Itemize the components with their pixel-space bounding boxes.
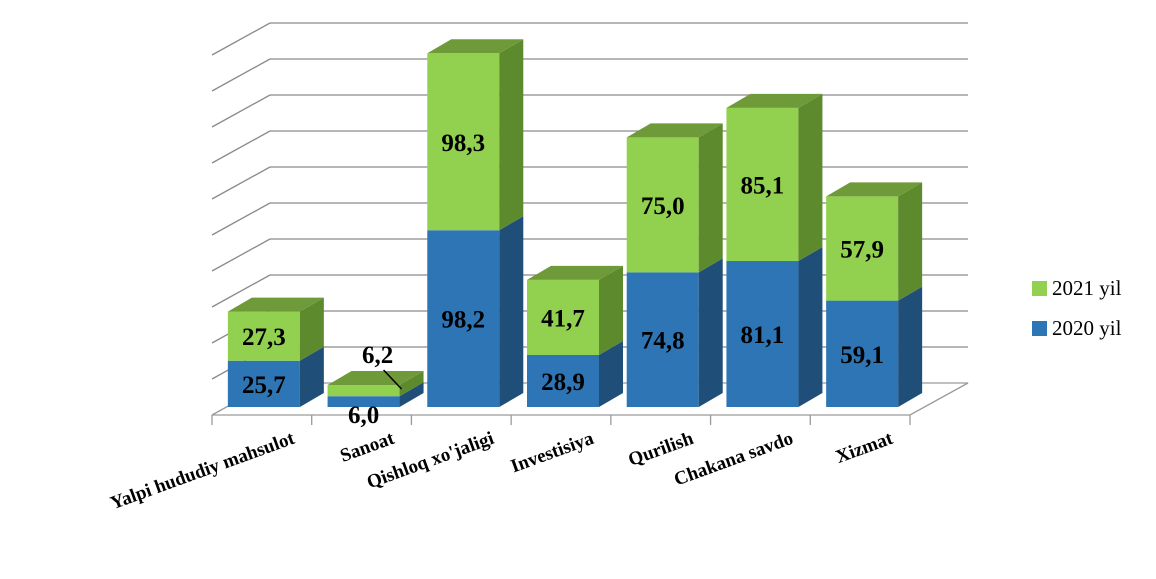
bar-segment-2021: [826, 182, 923, 301]
bar-segment-2020: [427, 216, 524, 407]
bar-top: [527, 265, 623, 280]
bar-top: [427, 39, 524, 54]
bar-segment-2020: [527, 340, 623, 407]
data-label: 98,2: [441, 307, 485, 334]
bar-top: [227, 297, 324, 312]
bar-side: [798, 93, 823, 262]
legend-label: 2020 yil: [1052, 316, 1122, 340]
data-label: 28,9: [541, 369, 585, 396]
bar-segment-2021: [227, 297, 324, 361]
data-label: 57,9: [840, 237, 884, 264]
bar-side: [299, 297, 324, 361]
bar-side: [898, 286, 923, 407]
data-label: 25,7: [242, 372, 286, 399]
legend-swatch: [1032, 281, 1047, 296]
gridline-side: [211, 94, 271, 128]
bar-side: [399, 382, 424, 407]
bar-front: [527, 354, 599, 407]
bar-top: [626, 123, 723, 138]
bar-segment-2021: [427, 39, 524, 231]
data-label: 6,0: [348, 402, 379, 429]
bar-segment-2021: [527, 265, 623, 355]
bar-side: [698, 258, 723, 407]
bars: 25,7 27,3 6,0 6,2 98,2 98,3 28,9 41,7 74,8 75,0 81…: [227, 39, 923, 429]
bar-front: [327, 385, 400, 397]
bar-front: [227, 311, 300, 361]
bar-side: [698, 123, 723, 273]
bar-top: [826, 182, 923, 197]
bar-side: [599, 340, 623, 407]
gridline-side: [211, 274, 271, 308]
gridline-side: [211, 130, 271, 164]
legend-swatch: [1032, 321, 1047, 336]
bar-segment-2020: [726, 247, 823, 407]
bar-side: [499, 39, 524, 231]
category-label: Xizmat: [833, 428, 896, 468]
data-label: 81,1: [741, 322, 785, 349]
bar-front: [327, 396, 400, 407]
bar-front: [626, 272, 699, 407]
gridline-side: [211, 202, 271, 236]
bar-side: [499, 216, 524, 407]
category-label: Investisiya: [508, 428, 597, 478]
bar-segment-2021: [626, 123, 723, 273]
bar-front: [427, 230, 500, 407]
data-label: 75,0: [641, 193, 685, 220]
bar-top: [726, 93, 823, 108]
data-label: 74,8: [641, 328, 685, 355]
bar-front: [726, 261, 799, 407]
bar-front: [527, 279, 599, 355]
gridline-side: [211, 22, 271, 56]
gridline-side: [211, 58, 271, 92]
bar-segment-2021: [726, 93, 823, 262]
gridline-side: [211, 166, 271, 200]
category-label: Sanoat: [337, 428, 397, 467]
bar-side: [599, 265, 623, 355]
bar-segment-2020: [826, 286, 923, 407]
bar-front: [726, 107, 799, 262]
bar-front: [427, 53, 500, 231]
leader-line: [383, 369, 403, 390]
bar-side: [798, 247, 823, 407]
data-label: 6,2: [362, 342, 393, 369]
data-label: 98,3: [441, 130, 485, 157]
bar-segment-2021: [327, 371, 424, 397]
bar-segment-2020: [227, 346, 324, 407]
bar-side: [399, 371, 424, 397]
bar-front: [227, 360, 300, 407]
bar-front: [826, 196, 899, 301]
bar-front: [626, 137, 699, 273]
legend: 2021 yil 2020 yil: [1032, 276, 1122, 340]
bar-side: [299, 346, 324, 407]
category-label: Yalpi hududiy mahsulot: [108, 428, 298, 514]
data-label: 85,1: [741, 172, 785, 199]
bar-segment-2020: [327, 382, 424, 407]
bar-top: [327, 371, 424, 386]
data-label: 59,1: [840, 342, 884, 369]
bar-front: [826, 300, 899, 407]
data-label: 41,7: [541, 305, 585, 332]
legend-label: 2021 yil: [1052, 276, 1122, 300]
bar-segment-2020: [626, 258, 723, 407]
gridline-side: [211, 238, 271, 272]
data-label: 27,3: [242, 324, 286, 351]
x-axis: [211, 415, 911, 425]
bar-side: [898, 182, 923, 301]
